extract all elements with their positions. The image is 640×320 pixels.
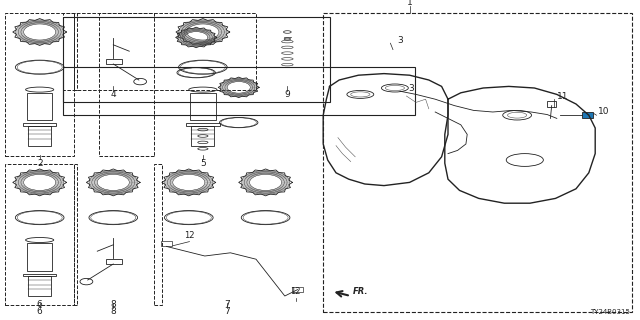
- Text: 3: 3: [397, 36, 403, 45]
- Bar: [5, 13, 74, 156]
- Text: 12: 12: [291, 287, 301, 296]
- Text: 1: 1: [407, 0, 412, 7]
- Bar: [186, 123, 220, 126]
- Bar: [74, 13, 77, 90]
- Bar: [582, 112, 593, 118]
- Text: 6: 6: [37, 307, 42, 316]
- Text: 11: 11: [557, 92, 568, 101]
- Text: 7: 7: [225, 307, 230, 316]
- Bar: [74, 164, 77, 305]
- Bar: [5, 164, 74, 305]
- Bar: [63, 13, 256, 90]
- Bar: [27, 92, 52, 120]
- Bar: [323, 13, 632, 312]
- Bar: [23, 274, 56, 276]
- Bar: [27, 243, 52, 271]
- Text: 12: 12: [184, 231, 195, 240]
- Text: 4: 4: [111, 90, 116, 99]
- Bar: [161, 241, 172, 246]
- Bar: [191, 126, 214, 146]
- Bar: [23, 123, 56, 126]
- Text: 3: 3: [408, 84, 414, 93]
- Bar: [99, 13, 154, 156]
- Bar: [28, 126, 51, 146]
- Text: 7: 7: [225, 300, 230, 309]
- Text: 8: 8: [111, 300, 116, 309]
- Text: 8: 8: [111, 307, 116, 316]
- Text: 6: 6: [37, 300, 42, 309]
- Bar: [28, 276, 51, 296]
- Text: TY24B0315: TY24B0315: [591, 309, 630, 315]
- Text: 5: 5: [200, 159, 205, 168]
- Bar: [154, 164, 162, 305]
- Bar: [106, 259, 122, 264]
- Bar: [292, 287, 303, 292]
- Text: FR.: FR.: [353, 287, 369, 296]
- Bar: [106, 59, 122, 64]
- Bar: [190, 92, 216, 120]
- Text: 10: 10: [598, 107, 610, 116]
- Text: 2: 2: [37, 159, 42, 168]
- Bar: [63, 67, 415, 115]
- Bar: [547, 101, 556, 107]
- Text: 9: 9: [285, 90, 290, 99]
- Bar: [63, 17, 330, 102]
